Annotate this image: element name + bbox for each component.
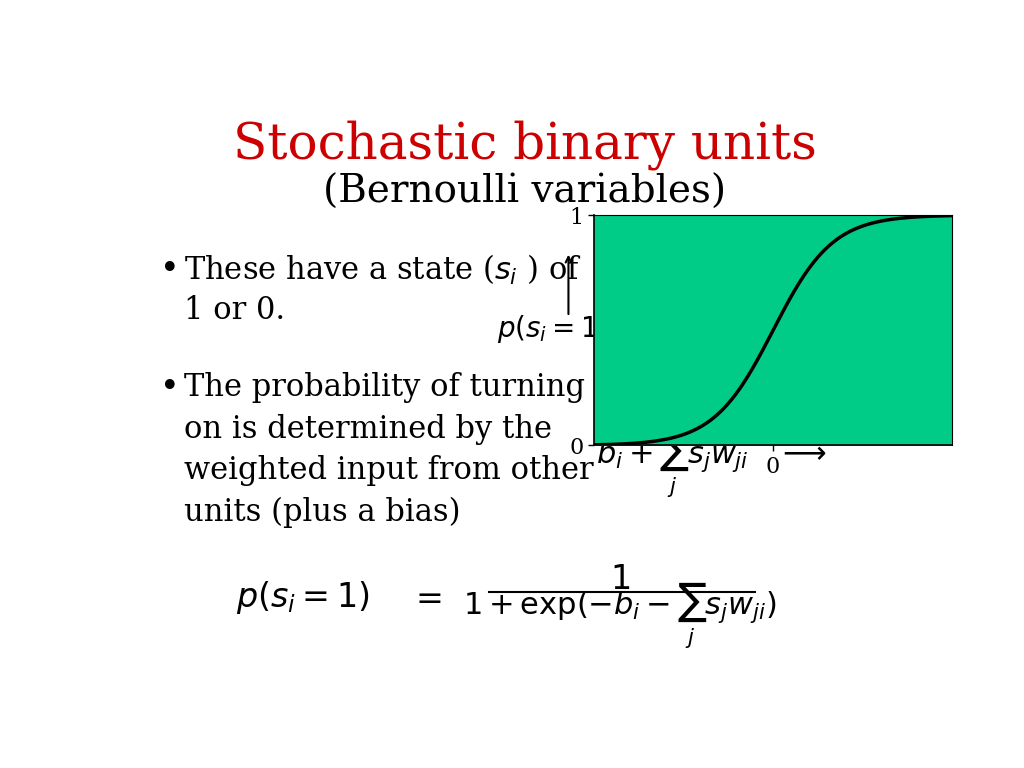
Text: $1$: $1$ (610, 564, 630, 596)
Text: (Bernoulli variables): (Bernoulli variables) (324, 174, 726, 211)
Text: $b_i + \sum_j s_j w_{ji}$   $\longrightarrow$: $b_i + \sum_j s_j w_{ji}$ $\longrightarr… (596, 429, 826, 500)
Text: units (plus a bias): units (plus a bias) (183, 496, 460, 528)
Text: weighted input from other: weighted input from other (183, 455, 593, 486)
Text: $=$: $=$ (410, 582, 442, 614)
Text: •: • (160, 372, 179, 404)
Text: $p(s_i = 1)$: $p(s_i = 1)$ (236, 579, 370, 616)
Text: $p(s_i = 1)$: $p(s_i = 1)$ (497, 313, 608, 345)
Text: •: • (160, 253, 179, 286)
Text: 1 or 0.: 1 or 0. (183, 296, 285, 326)
Text: Stochastic binary units: Stochastic binary units (232, 121, 817, 170)
Text: These have a state ($s_i$ ) of: These have a state ($s_i$ ) of (183, 253, 581, 286)
Text: $1 + \mathrm{exp}(-b_i - \sum_j s_j w_{ji})$: $1 + \mathrm{exp}(-b_i - \sum_j s_j w_{j… (463, 580, 777, 650)
Text: on is determined by the: on is determined by the (183, 414, 552, 445)
Text: The probability of turning: The probability of turning (183, 372, 585, 403)
